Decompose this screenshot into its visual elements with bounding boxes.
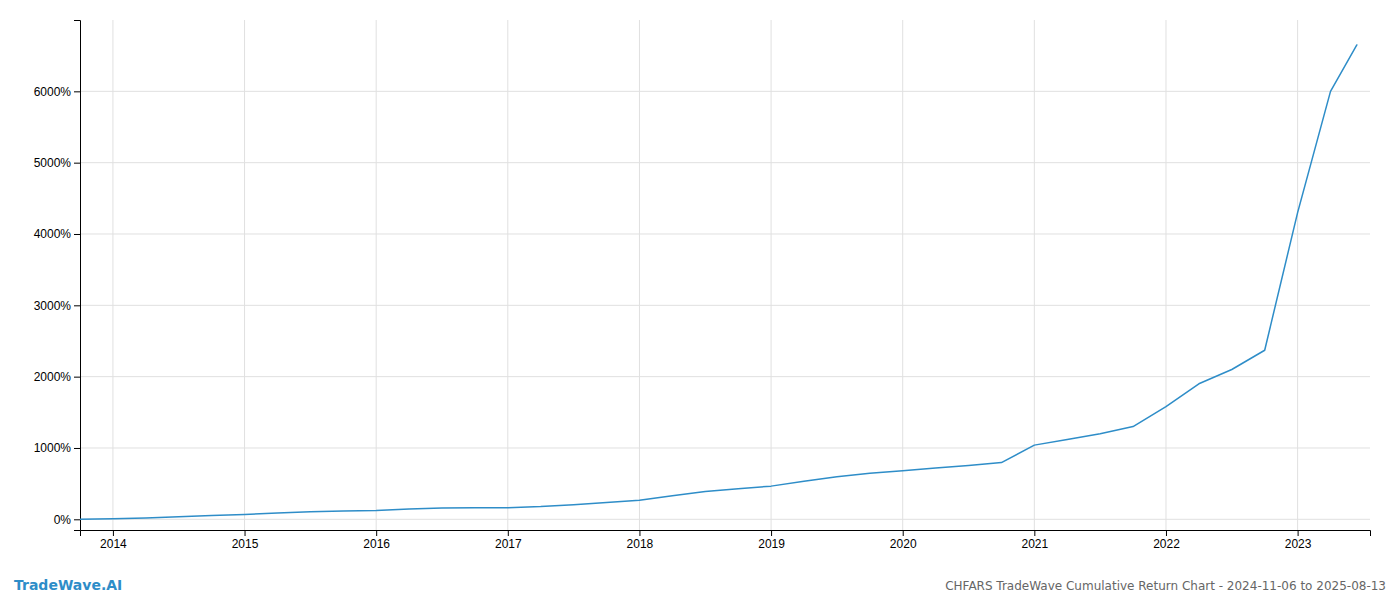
tick-label: 6000%	[34, 85, 72, 99]
tick-label: 2000%	[34, 370, 72, 384]
tick: 2000%	[34, 370, 80, 384]
tick-label: 2019	[758, 537, 785, 551]
tick: 2022	[1153, 530, 1180, 551]
tick-mark	[639, 530, 640, 536]
tick-label: 2017	[495, 537, 522, 551]
grid-line	[1034, 20, 1035, 530]
grid-line	[244, 20, 245, 530]
tick-mark	[376, 530, 377, 536]
grid-line	[902, 20, 903, 530]
tick: 3000%	[34, 299, 80, 313]
grid-line	[1165, 20, 1166, 530]
axis-line	[74, 21, 81, 531]
grid-line	[80, 305, 1370, 306]
chart: 2014 2015 2016 2017 2018 2019 2020 2021 2022 2023…	[0, 0, 1400, 600]
tick: 2023	[1285, 530, 1312, 551]
tick: 2016	[363, 530, 390, 551]
annotation: TradeWave.AI	[14, 577, 122, 593]
tick-label: 2015	[232, 537, 259, 551]
grid-line	[80, 376, 1370, 377]
tick: 1000%	[34, 441, 80, 455]
tick-label: 0%	[54, 513, 72, 527]
tick: 2021	[1021, 530, 1048, 551]
tick-mark	[74, 91, 80, 92]
tick: 6000%	[34, 85, 80, 99]
grid-line	[376, 20, 377, 530]
axis-line	[81, 531, 1371, 537]
grid-line	[80, 447, 1370, 448]
grid	[80, 20, 1370, 530]
grid-line	[112, 20, 113, 530]
tick-mark	[1166, 530, 1167, 536]
tick-label: 2022	[1153, 537, 1180, 551]
tick-label: 2016	[363, 537, 390, 551]
tick-mark	[74, 377, 80, 378]
y-axis: 0% 1000% 2000% 3000% 4000% 5000% 6000%	[34, 21, 81, 531]
marks	[80, 45, 1357, 519]
grid-line	[80, 233, 1370, 234]
grid-line	[80, 519, 1370, 520]
tick-mark	[1298, 530, 1299, 536]
title: CHFARS TradeWave Cumulative Return Chart…	[945, 579, 1386, 593]
tick: 5000%	[34, 156, 80, 170]
tick-mark	[74, 519, 80, 520]
tick-label: 2023	[1285, 537, 1312, 551]
tick-mark	[903, 530, 904, 536]
grid-line	[80, 162, 1370, 163]
tick: 2018	[627, 530, 654, 551]
grid-line	[771, 20, 772, 530]
grid-line	[639, 20, 640, 530]
tick-label: 5000%	[34, 156, 72, 170]
tick-mark	[771, 530, 772, 536]
tick-label: 3000%	[34, 299, 72, 313]
tick-mark	[245, 530, 246, 536]
line	[80, 45, 1357, 519]
tick-label: 2014	[100, 537, 127, 551]
tick-mark	[74, 163, 80, 164]
tick-mark	[113, 530, 114, 536]
tick-label: 2018	[627, 537, 654, 551]
tick: 2014	[100, 530, 127, 551]
tick: 0%	[54, 513, 80, 527]
x-axis: 2014 2015 2016 2017 2018 2019 2020 2021 2022 2023	[81, 530, 1371, 551]
tick: 2015	[232, 530, 259, 551]
tick: 2019	[758, 530, 785, 551]
tick-mark	[74, 448, 80, 449]
tick-mark	[74, 234, 80, 235]
tick-label: 2020	[890, 537, 917, 551]
grid-line	[1297, 20, 1298, 530]
tick-mark	[508, 530, 509, 536]
tick-mark	[1034, 530, 1035, 536]
tick: 2020	[890, 530, 917, 551]
grid-line	[80, 91, 1370, 92]
tick: 2017	[495, 530, 522, 551]
tick-label: 2021	[1021, 537, 1048, 551]
tick-label: 1000%	[34, 441, 72, 455]
tick-label: 4000%	[34, 227, 72, 241]
grid-line	[507, 20, 508, 530]
plot-area: 2014 2015 2016 2017 2018 2019 2020 2021 2022 2023…	[34, 20, 1371, 551]
tick-mark	[74, 305, 80, 306]
tick: 4000%	[34, 227, 80, 241]
